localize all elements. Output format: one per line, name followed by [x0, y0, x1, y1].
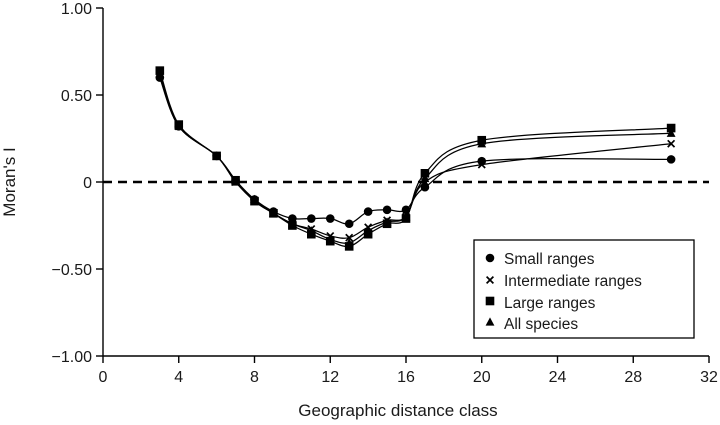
- x-tick-label-6: 24: [549, 369, 567, 386]
- legend-label-large-ranges: Large ranges: [504, 295, 596, 312]
- x-tick-label-1: 4: [174, 369, 183, 386]
- series-3-point-4: [250, 194, 259, 203]
- legend: Small ranges Intermediate ranges Large r…: [473, 239, 695, 339]
- series-lines: [159, 70, 672, 248]
- legend-marker-3: [485, 317, 495, 326]
- series-3-point-2: [212, 151, 222, 160]
- x-tick-label-2: 8: [250, 369, 259, 386]
- legend-marker-1: [485, 275, 495, 285]
- series-0-point-10: [363, 207, 373, 216]
- legend-box: [473, 239, 695, 339]
- y-tick-label-3: −0.50: [52, 262, 93, 279]
- axes: [96, 7, 710, 363]
- series-0-point-12: [401, 205, 411, 215]
- series-line-0: [159, 77, 672, 225]
- series-3-point-9: [344, 238, 354, 247]
- series-2-point-13: [420, 169, 430, 178]
- series-3-point-13: [420, 173, 430, 183]
- x-tick-label-7: 28: [624, 369, 642, 386]
- y-tick-label-2: 0: [83, 175, 92, 192]
- series-3-point-3: [231, 177, 240, 186]
- legend-markers: [485, 253, 495, 326]
- series-0-point-9: [344, 219, 354, 229]
- y-tick-label-4: −1.00: [52, 349, 93, 366]
- x-axis-title: Geographic distance class: [298, 401, 497, 420]
- x-tick-label-3: 12: [321, 369, 339, 386]
- series-2-point-15: [666, 123, 676, 133]
- series-line-1: [159, 75, 672, 239]
- series-3-point-6: [287, 219, 297, 228]
- legend-label-small-ranges: Small ranges: [504, 251, 595, 268]
- legend-label-all-species: All species: [504, 316, 578, 333]
- legend-marker-0: [485, 253, 495, 263]
- x-tick-label-0: 0: [99, 369, 108, 386]
- series-3-point-15: [666, 128, 676, 137]
- series-3-point-1: [174, 121, 184, 130]
- series-1-point-9: [345, 233, 354, 242]
- series-3-point-11: [382, 217, 392, 226]
- series-3-point-10: [363, 226, 373, 235]
- series-1-point-14: [477, 160, 486, 169]
- series-3-point-14: [477, 139, 487, 148]
- x-tick-label-4: 16: [397, 369, 415, 386]
- x-tick-label-5: 20: [473, 369, 491, 386]
- series-3-point-7: [306, 226, 316, 235]
- series-1-point-15: [667, 139, 676, 148]
- y-tick-label-0: 1.00: [61, 1, 92, 18]
- series-markers: [155, 66, 676, 251]
- legend-label-intermediate-ranges: Intermediate ranges: [504, 273, 642, 290]
- series-0-point-7: [307, 214, 316, 223]
- series-3-point-12: [401, 212, 411, 221]
- series-3-point-0: [155, 69, 165, 78]
- series-0-point-15: [666, 155, 676, 164]
- series-0-point-8: [325, 214, 335, 223]
- series-0-point-11: [382, 205, 392, 215]
- series-3-point-8: [325, 234, 335, 244]
- x-tick-label-8: 32: [700, 369, 718, 386]
- series-3-point-5: [269, 208, 278, 217]
- y-axis-title: Moran's I: [0, 147, 19, 216]
- legend-marker-2: [485, 296, 495, 306]
- tick-labels: 0 4 8 12 16 20 24 28 32 1.00 0.50 0 −0.50 −1.00: [52, 1, 718, 386]
- y-tick-label-1: 0.50: [61, 88, 92, 105]
